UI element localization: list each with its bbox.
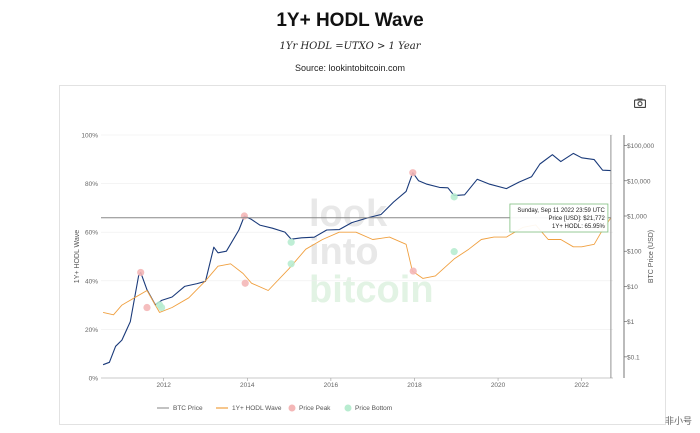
legend-label: 1Y+ HODL Wave: [232, 405, 282, 412]
chart-subtitle: 1Yr HODL =UTXO > 1 Year: [279, 41, 421, 52]
right-tick-label: $100: [627, 249, 642, 256]
chart-source: Source: lookintobitcoin.com: [294, 63, 406, 73]
legend[interactable]: BTC Price 1Y+ HODL Wave Price Peak Price Bo…: [157, 404, 393, 413]
y-tick-label: 40%: [85, 278, 98, 285]
y-axis-title: 1Y+ HODL Wave: [74, 230, 81, 283]
price-peak-marker: [137, 268, 145, 277]
price-bottom-marker: [450, 193, 458, 201]
watermark-word: look: [309, 193, 388, 235]
tooltip-hodl: 1Y+ HODL: 65.95%: [552, 224, 606, 230]
price-peak-marker: [409, 267, 417, 275]
price-peak-marker: [240, 212, 248, 220]
y-axis-title-right: BTC Price (USD): [648, 230, 655, 283]
y-tick-label: 100%: [81, 133, 98, 140]
y-tick-label: 0%: [89, 376, 99, 383]
legend-item[interactable]: 1Y+ HODL Wave: [216, 405, 282, 412]
legend-swatch: [288, 404, 296, 412]
legend-label: BTC Price: [173, 405, 203, 412]
y-tick-label: 20%: [85, 327, 98, 334]
x-tick-label: 2014: [240, 382, 255, 389]
x-tick-label: 2022: [574, 382, 589, 389]
legend-label: Price Peak: [299, 405, 331, 412]
price-peak-marker: [409, 169, 417, 177]
legend-item[interactable]: BTC Price: [157, 405, 203, 412]
watermark: lookintobitcoin: [309, 193, 434, 311]
price-bottom-marker: [158, 303, 166, 312]
right-tick-label: $100,000: [627, 143, 654, 150]
y-tick-label: 80%: [85, 181, 98, 188]
price-bottom-marker: [287, 260, 295, 268]
legend-label: Price Bottom: [355, 405, 392, 412]
x-tick-label: 2020: [491, 382, 506, 389]
price-peak-marker: [143, 303, 151, 312]
tooltip-box: [509, 203, 609, 233]
watermark-word: into: [309, 231, 379, 273]
legend-item[interactable]: Price Peak: [288, 404, 332, 413]
watermark-word: bitcoin: [309, 269, 434, 311]
legend-swatch: [344, 404, 352, 412]
x-tick-label: 2016: [324, 382, 339, 389]
chart-container: [59, 85, 666, 425]
tooltip-price: Price [USD]: $21,772: [549, 216, 606, 222]
price-peak-marker: [241, 279, 249, 287]
right-tick-label: $1,000: [627, 214, 647, 221]
chart-title: 1Y+ HODL Wave: [276, 10, 424, 31]
price-bottom-marker: [450, 248, 458, 256]
x-tick-label: 2012: [156, 382, 171, 389]
right-tick-label: $10: [627, 284, 638, 291]
price-bottom-marker: [287, 238, 295, 246]
axes: 0% 20% 40% 60% 80% 100% 2012 2014 2016 2018 2020 20…: [74, 133, 655, 390]
camera-icon[interactable]: [634, 98, 646, 108]
tooltip-layer: Sunday, Sep 11 2022 23:59 UTC Price [USD]…: [101, 135, 612, 378]
x-tick-label: 2018: [407, 382, 422, 389]
legend-item[interactable]: Price Bottom: [344, 404, 393, 413]
right-tick-label: $0.1: [627, 354, 640, 361]
tooltip-date: Sunday, Sep 11 2022 23:59 UTC: [517, 208, 605, 214]
hodl-wave-line: [102, 217, 612, 316]
brand-mark: 非小号: [664, 416, 692, 426]
right-tick-label: $10,000: [627, 178, 651, 185]
y-tick-label: 60%: [85, 230, 98, 237]
right-tick-label: $1: [627, 319, 635, 326]
